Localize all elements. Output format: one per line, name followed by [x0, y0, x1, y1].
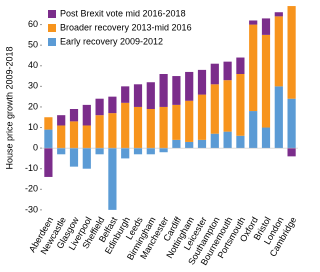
legend: Post Brexit vote mid 2016-2018 Broader re…	[48, 8, 192, 46]
bar-segment	[185, 71, 194, 101]
bar-segment	[274, 12, 283, 17]
bar-segment	[210, 63, 219, 85]
bar-segment	[108, 96, 117, 114]
bar-segment	[82, 104, 91, 126]
bar-segment	[57, 115, 66, 126]
bar-segment	[82, 148, 91, 169]
bar-segment	[95, 98, 104, 116]
bar-segment	[287, 6, 296, 99]
bar-segment	[185, 100, 194, 142]
bar-segment	[261, 18, 271, 35]
bar-segment	[223, 131, 232, 149]
bar-segment	[133, 148, 143, 155]
bar-segment	[82, 125, 91, 149]
bar-segment	[159, 148, 168, 153]
bar-segment	[95, 115, 104, 149]
bar-segment	[95, 148, 104, 155]
y-tick-label: 50	[28, 40, 38, 50]
bar-segment	[197, 94, 207, 140]
bar-segment	[44, 129, 53, 149]
bar-segment	[249, 20, 258, 25]
bar-segment	[223, 61, 232, 81]
bar-segment	[121, 102, 130, 149]
bar-segment	[274, 86, 283, 149]
y-axis-title: House price growth 2009-2018	[4, 46, 14, 169]
bar-segment	[57, 125, 66, 149]
y-tick-label: 30	[28, 81, 38, 91]
legend-swatch	[48, 38, 56, 46]
bar-segment	[249, 111, 258, 149]
bar-segment	[159, 74, 168, 107]
legend-swatch	[48, 10, 56, 18]
y-tick-label: 40	[28, 60, 38, 70]
bar-segment	[210, 133, 219, 149]
legend-label: Early recovery 2009-2012	[60, 36, 163, 46]
bar-segment	[146, 82, 155, 109]
y-tick-label: 10	[28, 122, 38, 132]
legend-label: Post Brexit vote mid 2016-2018	[60, 8, 186, 18]
bar-segment	[185, 141, 194, 149]
bar-segment	[146, 148, 155, 155]
bar-segment	[121, 86, 130, 103]
bar-segment	[69, 121, 79, 149]
bar-segment	[287, 98, 296, 149]
bar-segment	[172, 76, 181, 105]
bar-segment	[172, 104, 181, 140]
bar-segment	[108, 148, 117, 210]
y-tick-label: -10	[25, 163, 38, 173]
bar-segment	[146, 109, 155, 149]
bar-segment	[236, 57, 245, 74]
chart: House price growth 2009-2018 -30 -20 -10 0 1…	[4, 6, 298, 267]
bar-segment	[223, 80, 232, 132]
bar-segment	[210, 84, 219, 134]
y-tick-label: 0	[33, 142, 38, 152]
bar-segment	[249, 24, 258, 112]
legend-swatch	[48, 24, 56, 32]
bar-segment	[57, 148, 66, 155]
bar-segment	[44, 148, 53, 177]
y-tick-label: 60	[28, 19, 38, 29]
bar-segment	[172, 139, 181, 149]
bar-segment	[236, 74, 245, 136]
bar-segment	[159, 106, 168, 149]
bar-segment	[287, 148, 296, 157]
y-tick-label: -20	[25, 184, 38, 194]
bar-segment	[261, 34, 271, 128]
bar-segment	[236, 135, 245, 149]
bar-segment	[69, 148, 79, 167]
bar-segment	[197, 139, 207, 149]
y-tick-label: 20	[28, 101, 38, 111]
bar-segment	[69, 109, 79, 122]
bar-segment	[261, 127, 271, 149]
y-tick-label: -30	[25, 204, 38, 214]
bar-segment	[121, 148, 130, 159]
bar-segment	[274, 16, 283, 87]
bar-segment	[133, 106, 143, 149]
bar-segment	[197, 69, 207, 95]
bar-segment	[108, 113, 117, 149]
legend-label: Broader recovery 2013-mid 2016	[60, 22, 192, 32]
bar-segment	[133, 84, 143, 107]
bar-segment	[44, 117, 53, 130]
